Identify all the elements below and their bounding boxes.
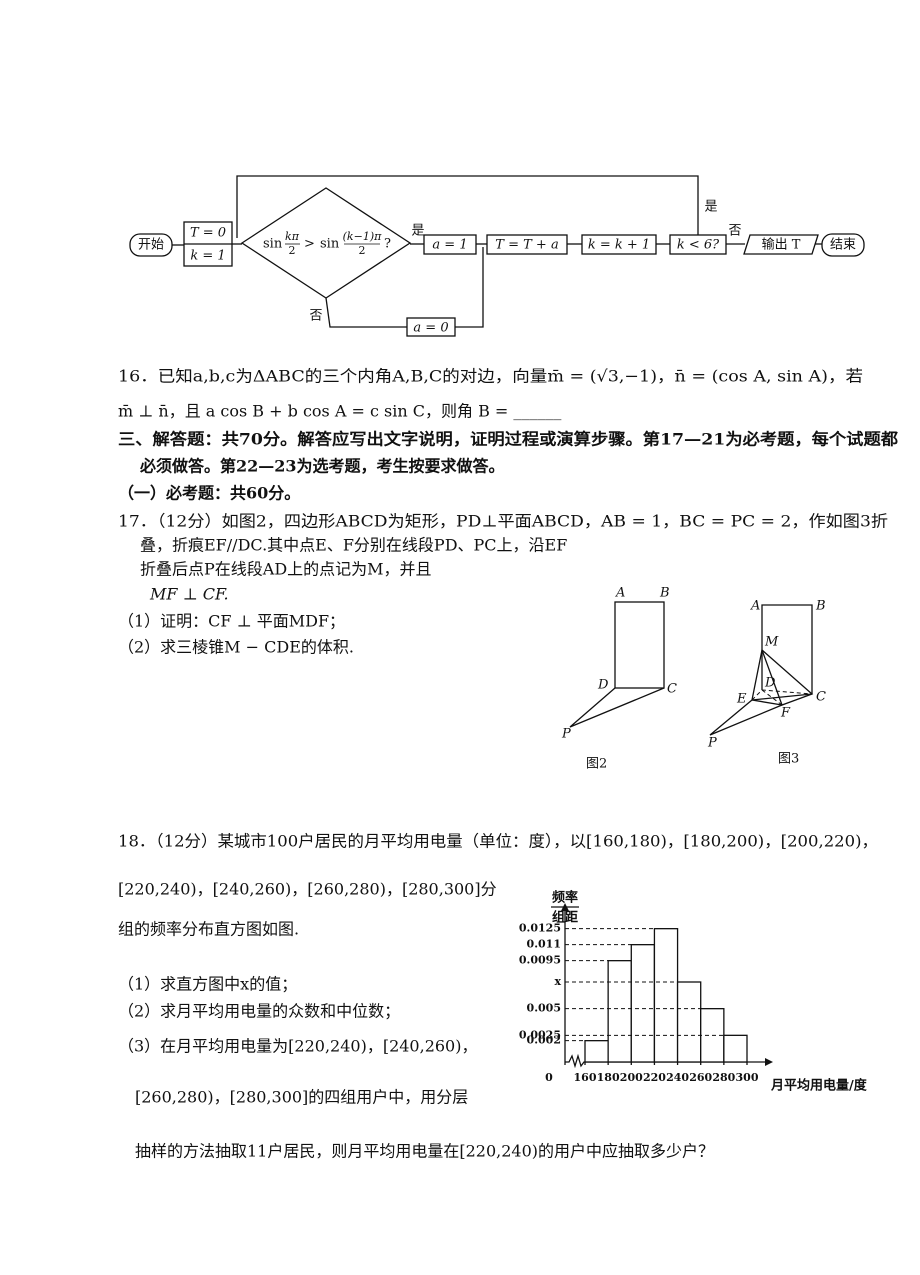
cond-q: ? [384,237,391,252]
y-tick-label: 0.0025 [519,1028,561,1041]
section3-line1: 三、解答题：共70分。解答应写出文字说明，证明过程或演算步骤。第17—21为必考… [118,430,898,449]
bar [676,981,702,1063]
x-tick-label: 200 [620,1071,643,1084]
q18-sub2: （2）求月平均用电量的众数和中位数； [118,1002,400,1021]
loop-label: k < 6? [677,238,720,253]
x-tick-label: 0 [545,1071,553,1084]
q16-line1: 16．已知a,b,c为ΔABC的三个内角A,B,C的对边，向量m̄ = (√3,… [118,367,863,386]
cond-left-num: kπ [285,230,300,243]
point-label: D [597,678,609,693]
output-node [743,234,819,255]
section3-part1: （一）必考题：共60分。 [118,484,300,503]
bar [607,960,632,1063]
q18-line2: [220,240)，[240,260)，[260,280)，[280,300]分 [118,880,497,899]
cond-right: sin [320,237,340,252]
y-tick-label: x [554,975,561,988]
q17-line4: MF ⊥ CF. [149,585,229,604]
cond-left: sin [263,237,283,252]
point-label: D [764,676,776,691]
q17-line1: 17．（12分）如图2，四边形ABCD为矩形，PD⊥平面ABCD，AB = 1，… [118,512,888,531]
y-tick-label: 0.0125 [519,922,561,935]
y-tick-label: 0.0095 [519,954,561,967]
flowchart: 开始 T = 0 k = 1 sin kπ 2 > sin (k−1)π 2 ?… [129,175,865,337]
point-label: F [780,706,791,721]
bar [584,1040,609,1063]
cond-right-num: (k−1)π [343,230,382,243]
point-label: E [736,692,747,707]
x-tick-label: 240 [666,1071,689,1084]
triangle [569,687,665,728]
point-label: A [750,599,760,614]
y-tick-label: 0.011 [527,938,561,951]
update-k-label: k = k + 1 [588,238,650,253]
edge [751,693,813,701]
q18-line3: 组的频率分布直方图如图. [118,920,299,939]
q17-line2: 叠，折痕EF//DC.其中点E、F分别在线段PD、PC上，沿EF [140,536,567,555]
figure-3: A B M D E C F P 图3 [707,599,826,767]
loop-no-label: 否 [728,224,741,239]
q17-line3: 折叠后点P在线段AD上的点记为M，并且 [140,560,432,579]
init-t: T = 0 [190,226,226,241]
start-label: 开始 [138,238,164,253]
y-axis-label: 频率 [552,890,578,906]
x-tick-label: 300 [736,1071,759,1084]
bar [630,944,656,1063]
update-t-label: T = T + a [495,238,558,253]
loop-yes-label: 是 [704,200,717,215]
point-label: B [659,586,670,601]
point-label: B [815,599,826,614]
q18-line1: 18．（12分）某城市100户居民的月平均用电量（单位：度），以[160,180… [118,832,878,851]
end-label: 结束 [830,238,856,253]
a1-label: a = 1 [432,238,467,253]
a0-label: a = 0 [413,321,448,336]
yes-label: 是 [411,224,424,239]
no-label: 否 [309,309,322,324]
rectangle [761,604,813,694]
figure-2: A B D C P 图2 [561,586,677,772]
y-tick-label: 0.002 [527,1034,561,1047]
rectangle [614,601,665,689]
x-axis [565,1053,767,1069]
q18-sub3-line2: [260,280)，[280,300]的四组用户中，用分层 [135,1088,468,1107]
x-tick-label: 180 [597,1071,620,1084]
triangle [709,699,785,736]
q18-sub3: （3）在月平均用电量为[220,240)，[240,260)， [118,1037,477,1056]
point-label: C [816,690,826,705]
x-tick-label: 160 [574,1071,597,1084]
point-label: M [764,635,779,650]
end-node [821,233,865,257]
y-tick-label: 0.005 [527,1002,561,1015]
arrow-head [765,1058,773,1066]
point-label: P [561,727,571,742]
q17-sub2: （2）求三棱锥M − CDE的体积. [118,638,354,657]
section3-line2: 必须做答。第22—23为选考题，考生按要求做答。 [139,457,505,476]
x-tick-label: 260 [689,1071,712,1084]
cond-left-den: 2 [289,244,296,257]
q18-sub3-line3: 抽样的方法抽取11户居民，则月平均用电量在[220,240)的用户中应抽取多少户… [135,1142,714,1161]
figure-caption: 图2 [586,757,607,772]
q16-line2: m̄ ⊥ n̄，且 a cos B + b cos A = c sin C，则角… [118,402,561,421]
bar [653,928,679,1063]
cond-right-den: 2 [359,244,366,257]
q17-sub1: （1）证明：CF ⊥ 平面MDF； [118,612,345,631]
cond-op: > [304,237,315,252]
loop-line [236,175,699,238]
point-label: P [707,736,717,751]
point-label: C [667,682,677,697]
output-label: 输出 T [762,237,801,253]
x-tick-label: 280 [712,1071,735,1084]
y-axis-label: 组距 [552,910,578,926]
point-label: A [615,586,625,601]
q18-sub1: （1）求直方图中x的值； [118,975,297,994]
init-k: k = 1 [190,249,225,264]
x-axis-label: 月平均用电量/度 [770,1078,868,1094]
x-tick-label: 220 [643,1071,666,1084]
condition-node [240,187,412,299]
figure-caption: 图3 [778,752,799,767]
merge-line [455,247,484,328]
bar [723,1034,748,1063]
no-line [325,297,407,328]
